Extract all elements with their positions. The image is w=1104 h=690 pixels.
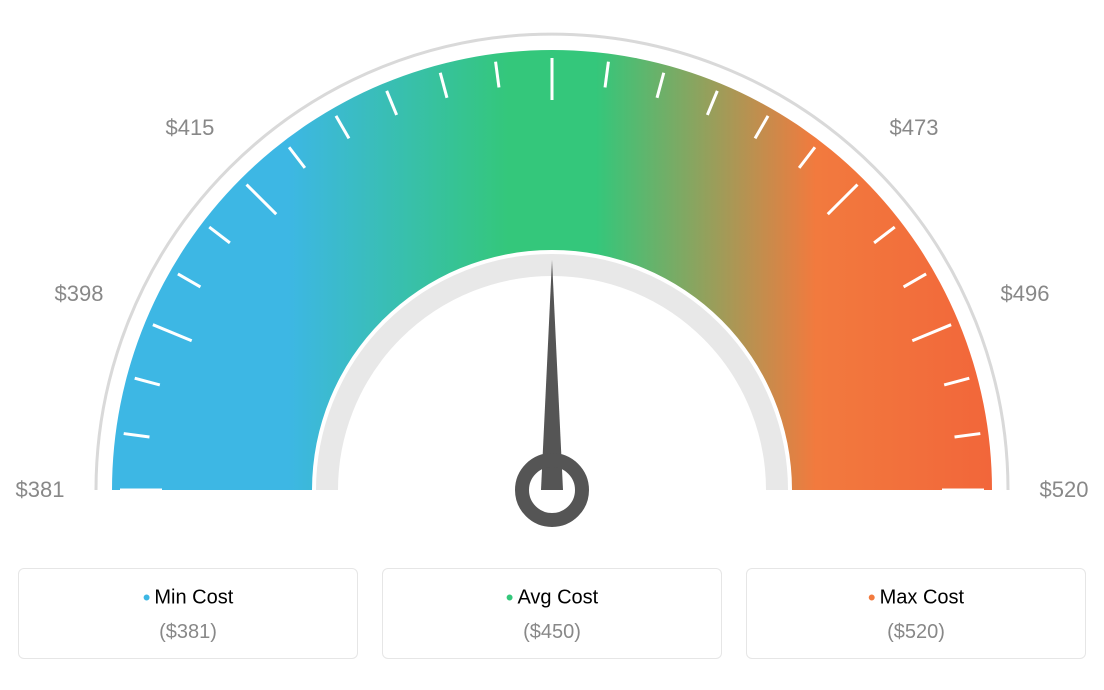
legend-card-max: •Max Cost ($520): [746, 568, 1086, 659]
legend-row: •Min Cost ($381) •Avg Cost ($450) •Max C…: [0, 568, 1104, 659]
gauge-tick-label: $398: [54, 281, 103, 307]
legend-dot-icon: •: [868, 585, 880, 610]
legend-value: ($450): [393, 621, 711, 644]
legend-dot-icon: •: [143, 585, 155, 610]
legend-title: •Max Cost: [757, 585, 1075, 611]
gauge-tick-label: $415: [165, 115, 214, 141]
gauge-tick-label: $520: [1040, 477, 1089, 503]
legend-title-text: Max Cost: [880, 586, 964, 608]
gauge-tick-label: $381: [16, 477, 65, 503]
legend-title-text: Avg Cost: [517, 586, 598, 608]
legend-value: ($520): [757, 621, 1075, 644]
legend-title: •Min Cost: [29, 585, 347, 611]
legend-dot-icon: •: [506, 585, 518, 610]
legend-card-avg: •Avg Cost ($450): [382, 568, 722, 659]
legend-value: ($381): [29, 621, 347, 644]
gauge-chart: $381$398$415$450$473$496$520: [0, 0, 1104, 560]
legend-title: •Avg Cost: [393, 585, 711, 611]
legend-title-text: Min Cost: [154, 586, 233, 608]
gauge-tick-label: $473: [890, 115, 939, 141]
gauge-tick-label: $496: [1001, 281, 1050, 307]
gauge-svg: [0, 0, 1104, 560]
legend-card-min: •Min Cost ($381): [18, 568, 358, 659]
